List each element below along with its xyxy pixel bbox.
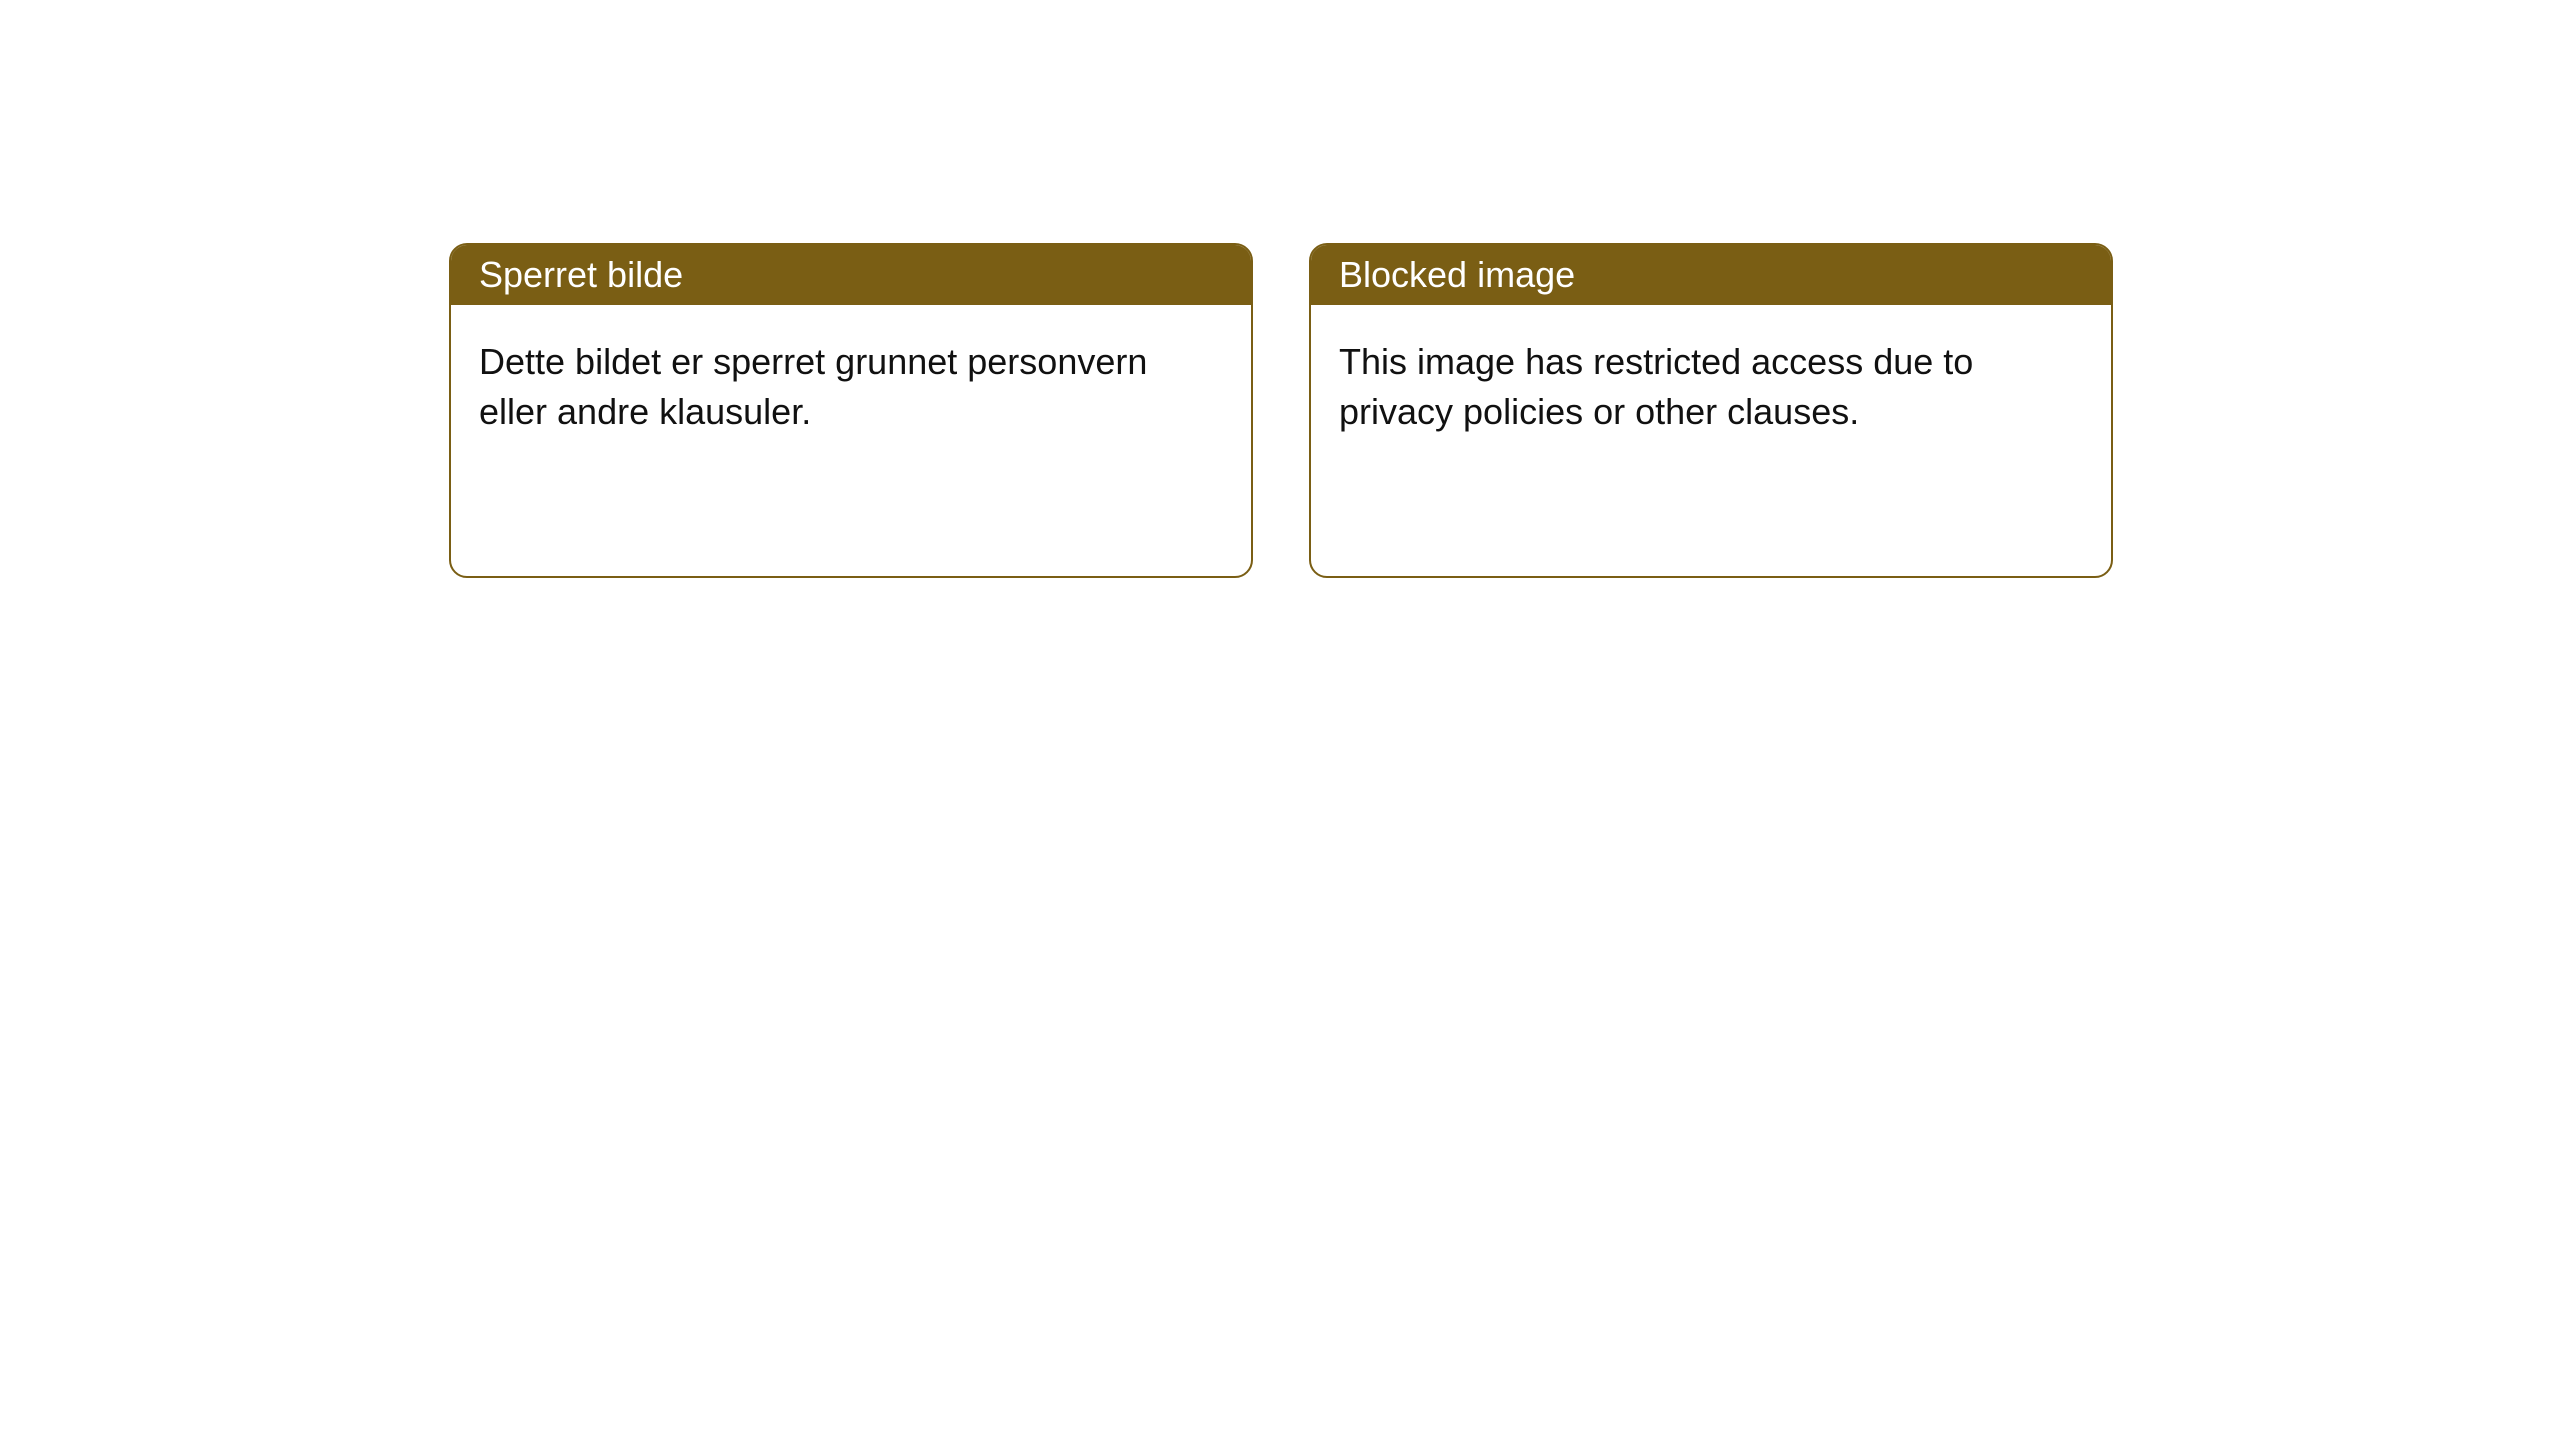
notice-card-english: Blocked image This image has restricted … — [1309, 243, 2113, 578]
notice-container: Sperret bilde Dette bildet er sperret gr… — [0, 0, 2560, 578]
notice-header: Blocked image — [1311, 245, 2111, 305]
notice-body-text: This image has restricted access due to … — [1339, 341, 1973, 432]
notice-title: Sperret bilde — [479, 254, 683, 296]
notice-body-text: Dette bildet er sperret grunnet personve… — [479, 341, 1147, 432]
notice-title: Blocked image — [1339, 254, 1575, 296]
notice-body: This image has restricted access due to … — [1311, 305, 2111, 470]
notice-header: Sperret bilde — [451, 245, 1251, 305]
notice-card-norwegian: Sperret bilde Dette bildet er sperret gr… — [449, 243, 1253, 578]
notice-body: Dette bildet er sperret grunnet personve… — [451, 305, 1251, 470]
